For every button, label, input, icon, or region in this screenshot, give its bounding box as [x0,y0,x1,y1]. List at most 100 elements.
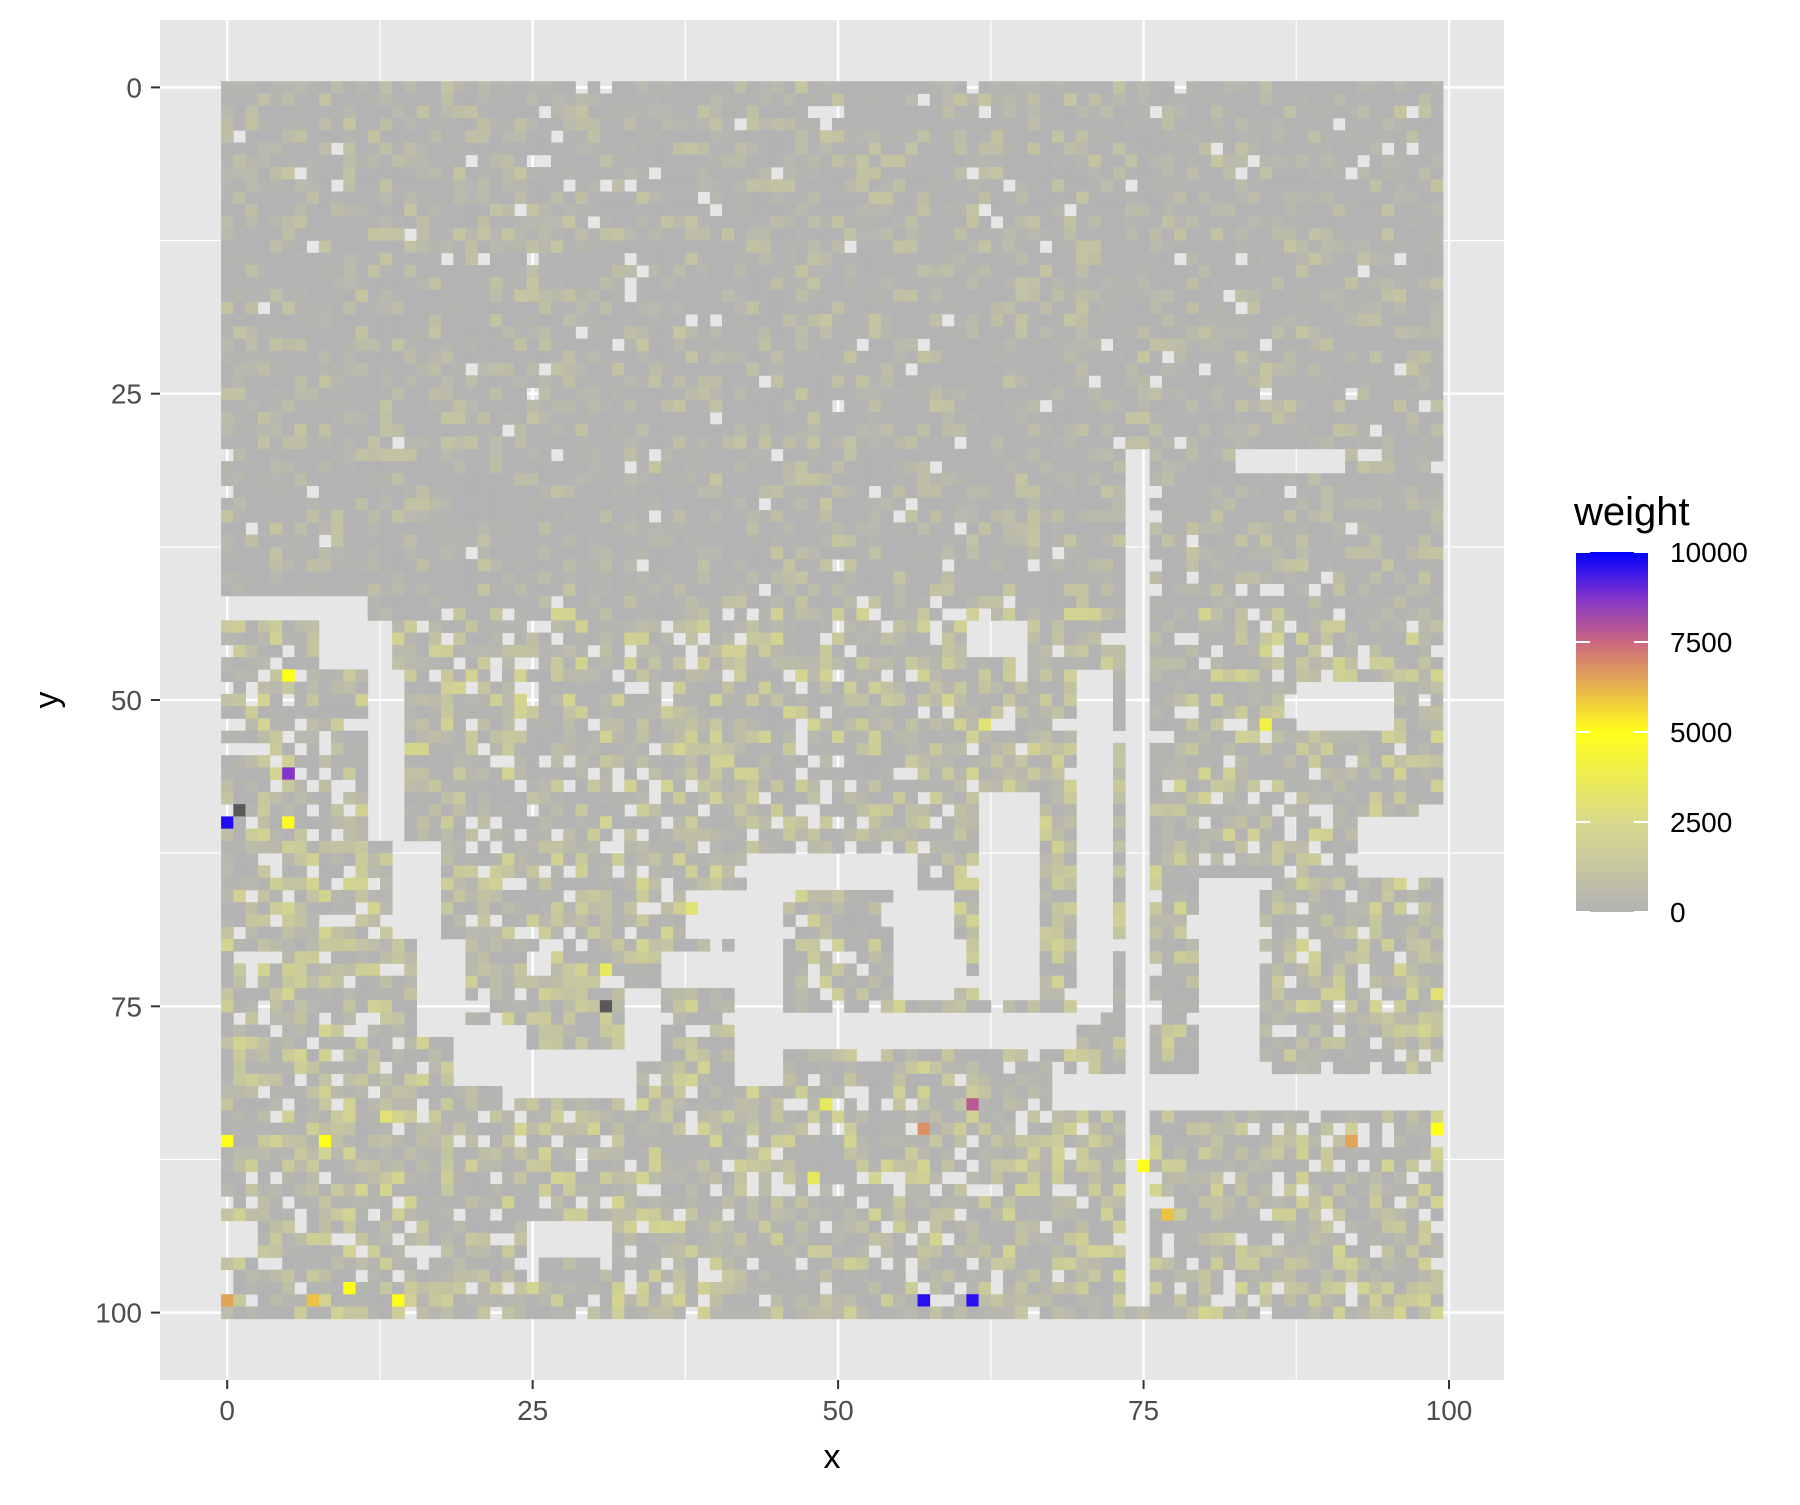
heatmap-cell [490,486,503,499]
heatmap-cell [551,682,564,695]
heatmap-cell [1357,522,1370,535]
heatmap-cell [1272,412,1285,425]
heatmap-cell [1223,94,1236,107]
heatmap-cell [795,106,808,119]
heatmap-cell [478,314,491,327]
heatmap-cell [1199,130,1212,143]
heatmap-cell [1052,143,1065,156]
heatmap-cell [258,106,271,119]
heatmap-cell [661,326,674,339]
heatmap-cell [1382,192,1395,205]
heatmap-cell [734,571,747,584]
heatmap-cell [1309,192,1322,205]
heatmap-cell [612,694,625,707]
heatmap-cell [221,363,234,376]
heatmap-cell [1064,473,1077,486]
heatmap-cell [722,584,735,597]
heatmap-cell [465,400,478,413]
heatmap-cell [1186,694,1199,707]
heatmap-cell [1076,326,1089,339]
heatmap-cell [514,608,527,621]
heatmap-cell [1137,290,1150,303]
heatmap-cell [637,326,650,339]
heatmap-cell [258,94,271,107]
heatmap-cell [1101,130,1114,143]
heatmap-cell [233,498,246,511]
heatmap-cell [612,81,625,94]
heatmap-cell [429,437,442,450]
heatmap-cell [1406,412,1419,425]
heatmap-cell [258,339,271,352]
heatmap-cell [1394,498,1407,511]
heatmap-cell [417,167,430,180]
heatmap-cell [588,81,601,94]
heatmap-cell [258,216,271,229]
heatmap-cell [881,559,894,572]
heatmap-cell [844,608,857,621]
heatmap-cell [1431,437,1444,450]
heatmap-cell [1125,143,1138,156]
heatmap-cell [307,388,320,401]
heatmap-cell [624,351,637,364]
heatmap-cell [380,118,393,131]
heatmap-cell [1174,596,1187,609]
heatmap-cell [1247,314,1260,327]
heatmap-cell [417,241,430,254]
heatmap-cell [734,669,747,682]
heatmap-cell [258,461,271,474]
heatmap-cell [307,400,320,413]
heatmap-cell [1223,253,1236,266]
heatmap-cell [918,302,931,315]
heatmap-cell [795,204,808,217]
heatmap-cell [246,400,259,413]
heatmap-cell [221,143,234,156]
heatmap-cell [685,216,698,229]
heatmap-cell [1150,192,1163,205]
heatmap-cell [1382,363,1395,376]
heatmap-cell [429,718,442,731]
heatmap-cell [869,522,882,535]
heatmap-cell [294,510,307,523]
heatmap-cell [1015,486,1028,499]
heatmap-cell [771,106,784,119]
heatmap-cell [563,682,576,695]
heatmap-cell [1394,437,1407,450]
heatmap-cell [355,192,368,205]
heatmap-cell [881,596,894,609]
heatmap-cell [1406,706,1419,719]
heatmap-cell [417,277,430,290]
heatmap-cell [1223,645,1236,658]
heatmap-cell [392,326,405,339]
heatmap-cell [966,228,979,241]
heatmap-cell [490,620,503,633]
heatmap-cell [319,290,332,303]
heatmap-cell [514,167,527,180]
heatmap-cell [1137,388,1150,401]
heatmap-cell [624,547,637,560]
heatmap-cell [1394,633,1407,646]
heatmap-cell [404,167,417,180]
heatmap-cell [905,241,918,254]
heatmap-cell [942,167,955,180]
heatmap-cell [1431,620,1444,633]
heatmap-cell [685,535,698,548]
heatmap-cell [417,351,430,364]
heatmap-cell [1406,375,1419,388]
heatmap-cell [404,620,417,633]
heatmap-cell [527,277,540,290]
heatmap-cell [1150,228,1163,241]
heatmap-cell [1272,535,1285,548]
heatmap-cell [1027,290,1040,303]
heatmap-cell [1027,253,1040,266]
heatmap-cell [918,473,931,486]
heatmap-cell [734,277,747,290]
heatmap-cell [246,277,259,290]
heatmap-cell [832,351,845,364]
heatmap-cell [1284,388,1297,401]
heatmap-cell [258,241,271,254]
heatmap-cell [612,682,625,695]
heatmap-cell [698,253,711,266]
heatmap-cell [1089,461,1102,474]
heatmap-cell [1309,473,1322,486]
heatmap-cell [1431,130,1444,143]
